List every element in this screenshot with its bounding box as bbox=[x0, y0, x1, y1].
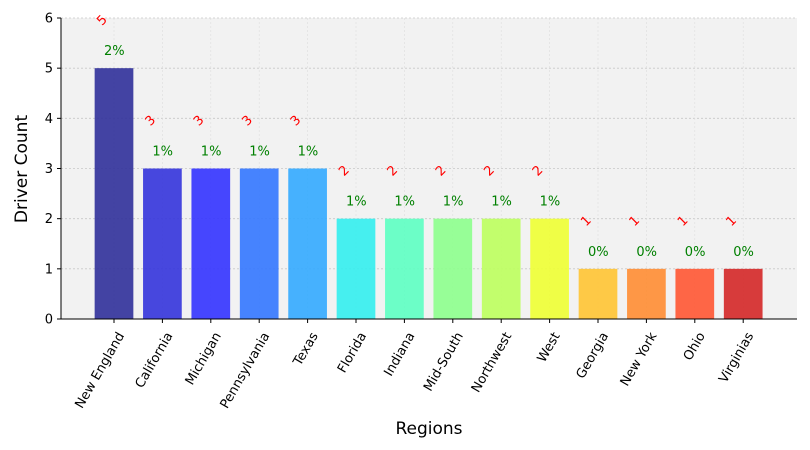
bar-florida bbox=[336, 218, 376, 319]
bar-virginias bbox=[723, 268, 763, 319]
x-tick-label: West bbox=[535, 330, 564, 365]
x-tick-label: Northwest bbox=[469, 330, 515, 395]
percent-label: 1% bbox=[201, 145, 222, 160]
bar-ohio bbox=[675, 268, 715, 319]
x-ticks: New England California MichiganPennsylvani… bbox=[72, 319, 757, 411]
bar-texas bbox=[288, 168, 327, 319]
bar-new-york bbox=[627, 268, 666, 319]
x-tick-label: Indiana bbox=[381, 330, 418, 379]
percent-label: 1% bbox=[346, 195, 367, 210]
percent-label: 0% bbox=[685, 245, 706, 260]
y-axis-title: Driver Count bbox=[12, 115, 32, 224]
y-tick-label: 5 bbox=[45, 62, 53, 77]
bar-georgia bbox=[578, 268, 618, 319]
x-tick-label: Ohio bbox=[681, 330, 709, 364]
y-tick-label: 1 bbox=[45, 262, 53, 277]
y-tick-label: 6 bbox=[45, 12, 53, 27]
y-tick-label: 3 bbox=[45, 162, 53, 177]
bar-california bbox=[143, 168, 182, 319]
x-tick-label: Florida bbox=[335, 330, 370, 376]
bar-pennsylvania bbox=[239, 168, 279, 319]
data-labels: 2%51%31%31%31%31%21%21%21%21%20%10%10%10… bbox=[94, 13, 754, 260]
bars bbox=[94, 68, 763, 320]
percent-label: 1% bbox=[394, 195, 415, 210]
x-tick-label: Pennsylvania bbox=[218, 330, 274, 411]
bar-northwest bbox=[481, 218, 521, 319]
y-tick-label: 4 bbox=[45, 112, 53, 127]
x-tick-label: Virginias bbox=[716, 330, 757, 386]
bar-mid-south bbox=[433, 218, 473, 319]
percent-label: 1% bbox=[491, 195, 512, 210]
percent-label: 0% bbox=[733, 245, 754, 260]
x-axis-title: Regions bbox=[395, 419, 462, 439]
x-tick-label: New England bbox=[72, 330, 128, 411]
x-tick-label: New York bbox=[618, 329, 661, 388]
y-ticks: 0 1 2 3 4 5 6 bbox=[45, 12, 61, 328]
bar-west bbox=[530, 218, 569, 319]
percent-label: 1% bbox=[540, 195, 561, 210]
x-tick-label: Texas bbox=[290, 330, 322, 370]
percent-label: 0% bbox=[588, 245, 609, 260]
percent-label: 2% bbox=[104, 44, 125, 59]
x-tick-label: Georgia bbox=[574, 330, 612, 382]
x-tick-label: Mid-South bbox=[421, 330, 467, 394]
bar-michigan bbox=[191, 168, 231, 319]
y-tick-label: 0 bbox=[45, 313, 53, 328]
percent-label: 1% bbox=[443, 195, 464, 210]
percent-label: 1% bbox=[152, 145, 173, 160]
percent-label: 1% bbox=[249, 145, 270, 160]
percent-label: 1% bbox=[298, 145, 319, 160]
y-tick-label: 2 bbox=[45, 212, 53, 227]
x-tick-label: Michigan bbox=[183, 330, 225, 388]
bar-indiana bbox=[385, 218, 424, 319]
bar-new-england bbox=[94, 68, 134, 320]
x-tick-label: California bbox=[133, 330, 177, 391]
percent-label: 0% bbox=[636, 245, 657, 260]
